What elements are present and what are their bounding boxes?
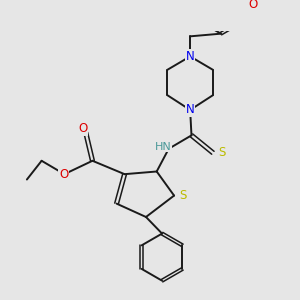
Text: N: N bbox=[186, 50, 194, 63]
Text: O: O bbox=[79, 122, 88, 135]
Text: HN: HN bbox=[154, 142, 171, 152]
Text: N: N bbox=[186, 103, 194, 116]
Text: S: S bbox=[218, 146, 225, 159]
Text: O: O bbox=[248, 0, 257, 11]
Text: O: O bbox=[59, 168, 68, 181]
Text: S: S bbox=[179, 189, 186, 202]
